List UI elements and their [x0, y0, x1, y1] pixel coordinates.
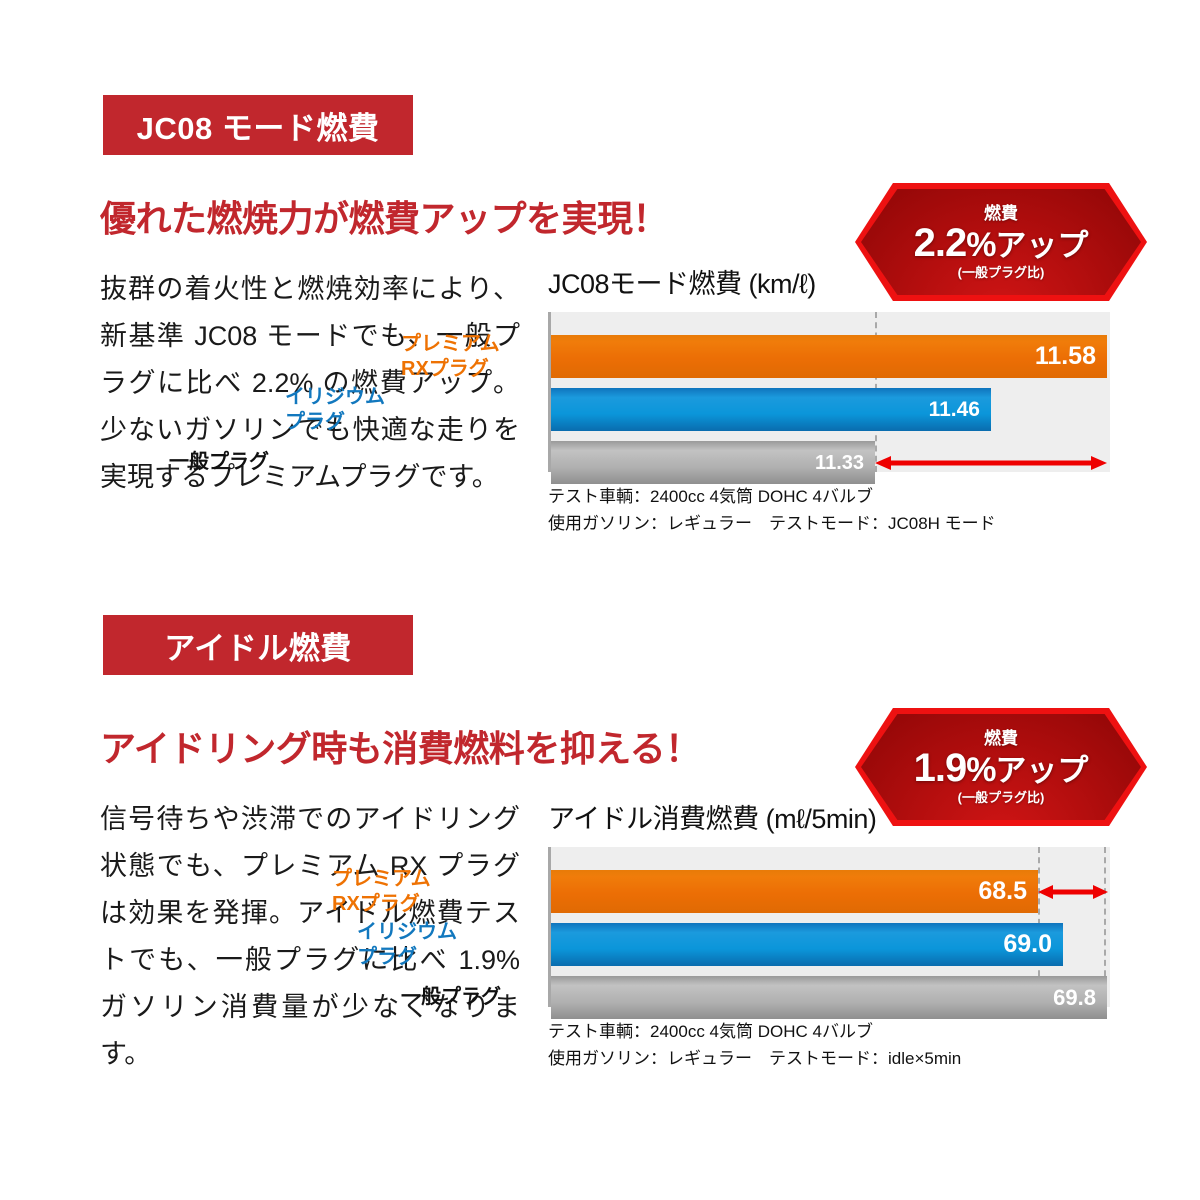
section-body-jc08: 抜群の着火性と燃焼効率により、新基準 JC08 モードでも、一般プラグに比べ 2…	[100, 274, 520, 492]
bar-value-premium: 11.58	[1034, 342, 1096, 370]
bar-standard: 69.8	[551, 976, 1107, 1019]
badge-value-number: 1.9	[913, 745, 968, 790]
section-headline-idle: アイドリング時も消費燃料を抑える！	[100, 728, 701, 769]
bar-row-iridium: イリジウム プラグ 11.46	[285, 386, 991, 433]
badge-content: 燃費 1.9%アップ (一般プラグ比)	[855, 708, 1147, 826]
chart-notes-jc08: テスト車輌：2400cc 4気筒 DOHC 4バルブ 使用ガソリン：レギュラー …	[548, 483, 1110, 537]
bar-iridium: 69.0	[551, 923, 1063, 966]
badge-note: (一般プラグ比)	[957, 265, 1045, 281]
chart-idle-fuel-consumption: アイドル消費燃費 (mℓ/5min) プレミアム RXプラグ 68.5 イリジウ…	[332, 797, 1110, 1072]
bar-label-iridium: イリジウム プラグ	[285, 385, 435, 435]
chart-jc08-fuel-economy: JC08モード燃費 (km/ℓ) プレミアム RXプラグ 11.58 イリジウム	[169, 262, 1110, 537]
bar-value-standard: 11.33	[815, 451, 864, 474]
section-headline-jc08: 優れた燃焼力が燃費アップを実現！	[100, 198, 669, 239]
bar-label-standard-line1: 一般プラグ	[169, 451, 269, 473]
bar-row-iridium: イリジウム プラグ 69.0	[357, 921, 1063, 968]
bar-value-standard: 69.8	[1053, 984, 1096, 1010]
chart-note-line-2: 使用ガソリン：レギュラー テストモード：JC08H モード	[548, 514, 996, 533]
bar-value-iridium: 11.46	[928, 398, 980, 421]
chart-note-line-1: テスト車輌：2400cc 4気筒 DOHC 4バルブ	[548, 487, 873, 506]
bar-row-premium: プレミアム RXプラグ 68.5	[332, 868, 1038, 915]
bar-value-premium: 68.5	[978, 877, 1027, 905]
bar-label-iridium: イリジウム プラグ	[357, 920, 507, 970]
section-body-idle: 信号待ちや渋滞でのアイドリング状態でも、プレミアム RX プラグは効果を発揮。ア…	[100, 804, 520, 1069]
chart-notes-idle: テスト車輌：2400cc 4気筒 DOHC 4バルブ 使用ガソリン：レギュラー …	[548, 1018, 1110, 1072]
fuel-economy-badge-idle: 燃費 1.9%アップ (一般プラグ比)	[855, 708, 1147, 826]
bar-label-premium: プレミアム RXプラグ	[332, 867, 482, 917]
badge-main-value: 2.2%アップ	[913, 220, 1089, 265]
chart-y-axis	[548, 847, 551, 1007]
bar-label-premium-line1: プレミアム	[401, 332, 500, 355]
bar-label-standard-line1: 一般プラグ	[401, 986, 501, 1008]
bar-label-premium-line2: RXプラグ	[332, 892, 420, 915]
badge-note: (一般プラグ比)	[957, 790, 1045, 806]
section-tag-jc08: JC08 モード燃費	[103, 95, 413, 155]
chart-title: JC08モード燃費 (km/ℓ)	[548, 269, 816, 299]
chart-note-line-1: テスト車輌：2400cc 4気筒 DOHC 4バルブ	[548, 1022, 873, 1041]
bar-premium: 68.5	[551, 870, 1038, 913]
double-arrow-icon	[875, 456, 1107, 470]
badge-small-label: 燃費	[984, 203, 1018, 223]
bar-label-premium-line2: RXプラグ	[401, 357, 489, 380]
bar-label-iridium-line1: イリジウム	[357, 920, 457, 943]
hexagon-fill-shape	[861, 714, 1141, 820]
bar-premium: 11.58	[551, 335, 1107, 378]
bar-label-iridium-line2: プラグ	[285, 410, 345, 433]
chart-plot-area: プレミアム RXプラグ 11.58 イリジウム プラグ 11.46	[169, 312, 1110, 484]
section-tag-label: アイドル燃費	[164, 630, 352, 666]
bar-label-iridium-line1: イリジウム	[285, 385, 385, 408]
bar-standard: 11.33	[551, 441, 875, 484]
bar-label-premium-line1: プレミアム	[332, 867, 431, 890]
bar-label-standard: 一般プラグ	[169, 441, 319, 484]
badge-value-number: 2.2	[913, 220, 968, 265]
bar-row-standard: 一般プラグ 11.33	[169, 441, 875, 484]
badge-up-label: アップ	[995, 752, 1089, 788]
badge-up-label: アップ	[995, 227, 1089, 263]
badge-main-value: 1.9%アップ	[913, 745, 1089, 790]
bar-row-premium: プレミアム RXプラグ 11.58	[401, 333, 1107, 380]
hexagon-fill-shape	[861, 189, 1141, 295]
section-tag-idle: アイドル燃費	[103, 615, 413, 675]
reference-line-standard	[1104, 847, 1106, 1007]
bar-row-standard: 一般プラグ 69.8	[401, 976, 1107, 1019]
fuel-economy-badge-jc08: 燃費 2.2%アップ (一般プラグ比)	[855, 183, 1147, 301]
badge-small-label: 燃費	[984, 728, 1018, 748]
difference-arrow-jc08	[875, 453, 1107, 473]
section-tag-label: JC08 モード燃費	[136, 110, 380, 146]
bar-label-premium: プレミアム RXプラグ	[401, 332, 551, 382]
chart-title: アイドル消費燃費 (mℓ/5min)	[548, 804, 877, 834]
chart-plot-area: プレミアム RXプラグ 68.5 イリジウム プラグ 69.0	[332, 847, 1110, 1019]
badge-content: 燃費 2.2%アップ (一般プラグ比)	[855, 183, 1147, 301]
chart-y-axis	[548, 312, 551, 472]
bar-label-standard: 一般プラグ	[401, 976, 551, 1019]
badge-percent-sign: %	[966, 750, 996, 789]
chart-note-line-2: 使用ガソリン：レギュラー テストモード：idle×5min	[548, 1049, 962, 1068]
bar-iridium: 11.46	[551, 388, 991, 431]
bar-label-iridium-line2: プラグ	[357, 945, 417, 968]
bar-value-iridium: 69.0	[1003, 930, 1052, 958]
badge-percent-sign: %	[966, 225, 996, 264]
double-arrow-icon	[1038, 885, 1108, 899]
difference-arrow-idle	[1038, 882, 1108, 902]
